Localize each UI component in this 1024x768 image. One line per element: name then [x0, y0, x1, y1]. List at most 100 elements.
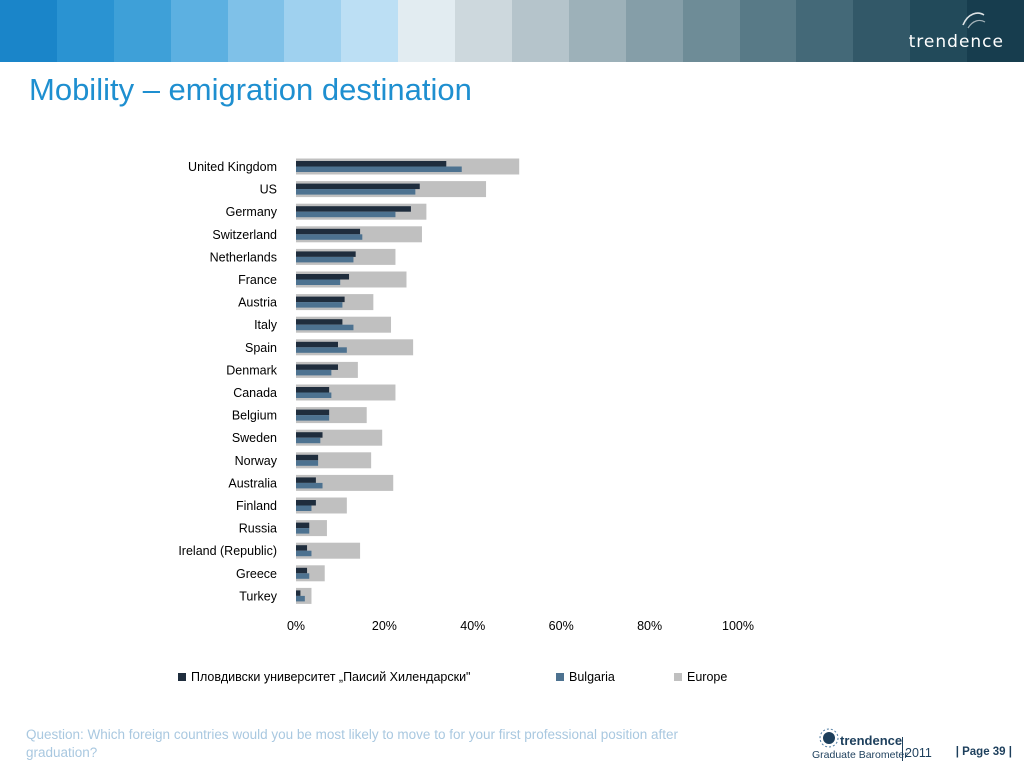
bar-bulgaria — [296, 550, 312, 557]
bar-plovdiv — [296, 228, 361, 235]
footer-logo: trendence Graduate Barometer 2011 — [810, 725, 960, 763]
category-label: Turkey — [239, 589, 277, 603]
chart-legend: Пловдивски университет „Паисий Хилендарс… — [0, 670, 1024, 688]
header-stripe — [853, 0, 911, 62]
category-label: United Kingdom — [188, 160, 277, 174]
category-label: Switzerland — [212, 228, 277, 242]
header-stripe — [455, 0, 513, 62]
bar-plovdiv — [296, 387, 330, 393]
bar-plovdiv — [296, 319, 343, 325]
header-stripe — [967, 0, 1024, 62]
legend-item: Europe — [674, 670, 727, 684]
bar-plovdiv — [296, 545, 308, 551]
bar-bulgaria — [296, 256, 354, 263]
bar-plovdiv — [296, 454, 319, 461]
category-label: Sweden — [232, 431, 277, 445]
category-label: US — [260, 183, 277, 197]
legend-swatch — [178, 673, 186, 681]
x-tick-label: 20% — [372, 619, 397, 633]
bar-plovdiv — [296, 274, 350, 280]
bar-bulgaria — [296, 189, 416, 195]
bar-bulgaria — [296, 369, 332, 376]
trendence-logo: trendence — [908, 32, 1004, 52]
header-stripe — [625, 0, 683, 62]
bar-bulgaria — [296, 595, 305, 602]
category-label: Denmark — [226, 363, 277, 377]
bar-plovdiv — [296, 296, 345, 303]
bar-plovdiv — [296, 500, 316, 506]
x-tick-label: 40% — [460, 619, 485, 633]
category-label: Italy — [254, 318, 278, 332]
header-stripe — [398, 0, 456, 62]
header-stripe — [682, 0, 740, 62]
bar-bulgaria — [296, 279, 341, 285]
bar-plovdiv — [296, 477, 316, 483]
bar-plovdiv — [296, 590, 301, 596]
header-stripe — [0, 0, 57, 62]
legend-label: Bulgaria — [569, 670, 615, 684]
bar-plovdiv — [296, 432, 323, 438]
category-label: Netherlands — [210, 250, 277, 264]
header-stripe — [796, 0, 854, 62]
header-stripe — [341, 0, 399, 62]
page-number: | Page 39 | — [955, 746, 1012, 758]
bar-bulgaria — [296, 573, 310, 579]
category-label: Norway — [235, 454, 278, 468]
bar-bulgaria — [296, 505, 312, 511]
bar-bulgaria — [296, 437, 321, 444]
footer-subtitle: Graduate Barometer — [812, 749, 908, 761]
legend-label: Пловдивски университет „Паисий Хилендарс… — [191, 670, 471, 684]
page-title: Mobility – emigration destination — [29, 72, 472, 107]
header-stripe — [284, 0, 342, 62]
legend-item: Bulgaria — [556, 670, 615, 684]
header-stripe — [56, 0, 114, 62]
header-stripe — [170, 0, 228, 62]
globe-icon — [819, 728, 839, 748]
bar-bulgaria — [296, 460, 319, 466]
header-stripe — [512, 0, 569, 62]
legend-swatch — [674, 673, 682, 681]
bar-bulgaria — [296, 528, 310, 534]
bar-chart: United Kingdom US Germany Switzerland Nether… — [178, 158, 754, 633]
bar-bulgaria — [296, 166, 462, 172]
bar-bulgaria — [296, 234, 363, 240]
bar-bulgaria — [296, 482, 323, 489]
category-label: Spain — [245, 341, 277, 355]
category-label: Austria — [238, 296, 277, 310]
bar-bulgaria — [296, 302, 343, 308]
footer-brand: trendence — [840, 733, 903, 748]
bar-europe — [296, 542, 361, 559]
category-label: Australia — [228, 476, 277, 490]
bar-plovdiv — [296, 251, 356, 257]
bar-plovdiv — [296, 206, 411, 212]
bar-bulgaria — [296, 347, 347, 353]
legend-swatch — [556, 673, 564, 681]
bar-bulgaria — [296, 324, 354, 331]
category-label: Ireland (Republic) — [178, 544, 277, 558]
bar-bulgaria — [296, 415, 330, 421]
x-tick-label: 0% — [287, 619, 305, 633]
category-label: Canada — [233, 386, 277, 400]
x-tick-label: 100% — [722, 619, 754, 633]
header-stripe — [910, 0, 968, 62]
category-label: France — [238, 273, 277, 287]
bar-bulgaria — [296, 392, 332, 398]
x-tick-label: 80% — [637, 619, 662, 633]
bar-plovdiv — [296, 161, 447, 167]
header-stripe — [227, 0, 285, 62]
header-stripe — [568, 0, 626, 62]
header-color-band — [0, 0, 1024, 62]
footer-divider — [902, 737, 903, 761]
category-label: Finland — [236, 499, 277, 513]
bar-bulgaria — [296, 211, 396, 218]
x-tick-label: 60% — [549, 619, 574, 633]
question-text: Question: Which foreign countries would … — [26, 727, 679, 760]
bar-plovdiv — [296, 567, 308, 574]
bar-plovdiv — [296, 341, 338, 348]
footer-year: 2011 — [905, 746, 932, 760]
bar-plovdiv — [296, 183, 420, 190]
category-label: Greece — [236, 567, 277, 581]
legend-label: Europe — [687, 670, 728, 684]
header-stripe — [113, 0, 171, 62]
bar-plovdiv — [296, 522, 310, 529]
